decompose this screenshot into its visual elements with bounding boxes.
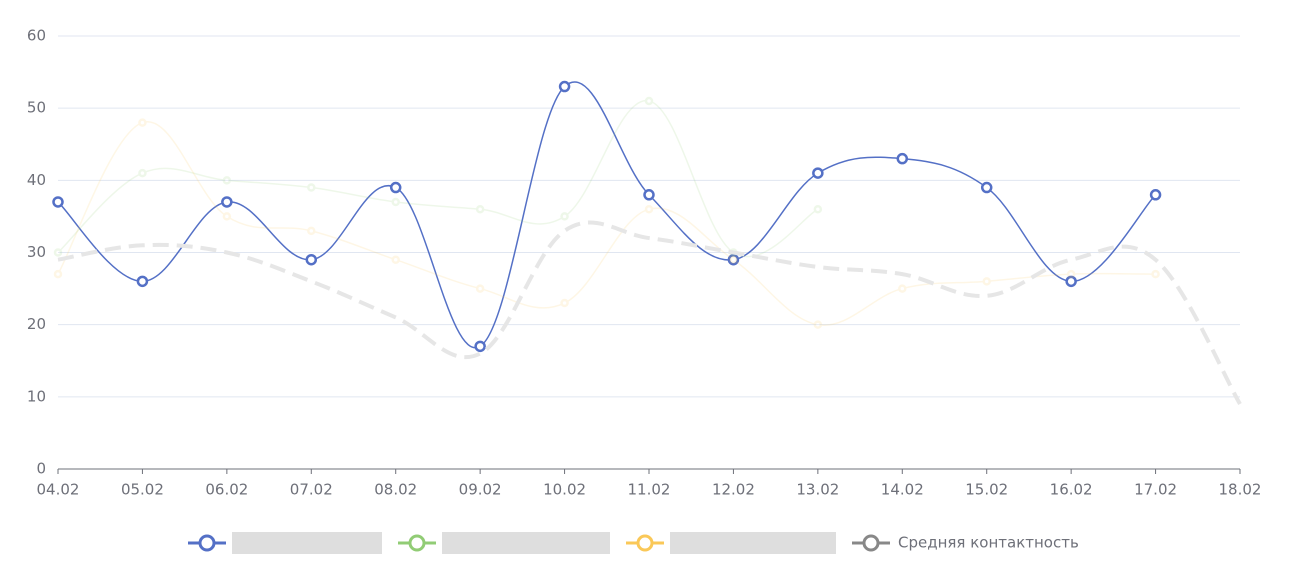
point bbox=[560, 212, 569, 221]
point bbox=[560, 298, 569, 308]
legend: Средняя контактность bbox=[188, 532, 1079, 554]
point bbox=[558, 80, 571, 93]
x-tick-label: 15.02 bbox=[965, 481, 1008, 499]
series bbox=[57, 220, 1242, 406]
x-tick-label: 10.02 bbox=[543, 481, 586, 499]
point bbox=[53, 248, 63, 257]
x-tick-label: 09.02 bbox=[459, 481, 502, 499]
point bbox=[727, 253, 740, 266]
point bbox=[221, 196, 233, 208]
legend-label-redacted bbox=[232, 532, 382, 554]
series-line bbox=[57, 100, 819, 258]
point bbox=[812, 167, 824, 179]
point bbox=[643, 189, 655, 201]
series bbox=[53, 96, 823, 258]
y-tick-label: 40 bbox=[27, 171, 46, 189]
point bbox=[475, 204, 485, 214]
point bbox=[52, 196, 64, 208]
x-tick-label: 14.02 bbox=[881, 481, 924, 499]
legend-label-redacted bbox=[442, 532, 610, 554]
point bbox=[138, 168, 147, 178]
point bbox=[474, 340, 486, 353]
y-tick-label: 10 bbox=[27, 387, 46, 405]
point bbox=[391, 255, 400, 264]
point bbox=[307, 226, 316, 236]
legend-item[interactable]: Средняя контактность bbox=[852, 534, 1079, 552]
point bbox=[980, 181, 993, 194]
y-tick-label: 60 bbox=[27, 27, 46, 45]
series-line bbox=[57, 81, 1157, 349]
point bbox=[813, 204, 823, 214]
point bbox=[1149, 189, 1162, 201]
point bbox=[222, 212, 232, 221]
legend-icon bbox=[408, 534, 426, 552]
legend-icon bbox=[862, 534, 880, 552]
point bbox=[813, 320, 823, 329]
legend-item[interactable] bbox=[188, 532, 382, 554]
x-tick-label: 07.02 bbox=[290, 481, 333, 499]
legend-icon bbox=[636, 534, 654, 552]
point bbox=[53, 269, 63, 279]
point bbox=[644, 204, 654, 214]
point bbox=[222, 176, 232, 185]
x-tick-label: 08.02 bbox=[374, 481, 417, 499]
point bbox=[1066, 269, 1076, 279]
point bbox=[729, 255, 738, 264]
point bbox=[136, 275, 149, 288]
point bbox=[1065, 275, 1077, 288]
y-tick-label: 30 bbox=[27, 243, 46, 261]
point bbox=[982, 277, 991, 286]
x-tick-label: 16.02 bbox=[1050, 481, 1093, 499]
point bbox=[896, 152, 909, 165]
point bbox=[389, 181, 402, 194]
legend-label-redacted bbox=[670, 532, 836, 554]
x-tick-label: 04.02 bbox=[37, 481, 80, 499]
y-tick-label: 0 bbox=[36, 460, 46, 478]
legend-item[interactable] bbox=[626, 532, 836, 554]
x-tick-label: 17.02 bbox=[1134, 481, 1177, 499]
point bbox=[475, 284, 485, 293]
series-line bbox=[57, 220, 1242, 406]
legend-icon bbox=[198, 534, 216, 552]
point bbox=[307, 183, 316, 192]
point bbox=[1151, 269, 1160, 279]
x-tick-label: 18.02 bbox=[1219, 481, 1262, 499]
legend-item[interactable] bbox=[398, 532, 610, 554]
y-tick-label: 20 bbox=[27, 315, 46, 333]
point bbox=[391, 197, 400, 207]
x-tick-label: 05.02 bbox=[121, 481, 164, 499]
point bbox=[305, 253, 318, 266]
y-tick-label: 50 bbox=[27, 99, 46, 117]
x-tick-label: 11.02 bbox=[628, 481, 671, 499]
point bbox=[644, 96, 654, 106]
point bbox=[138, 118, 147, 127]
x-tick-label: 12.02 bbox=[712, 481, 755, 499]
series-line bbox=[57, 121, 1156, 326]
legend-label: Средняя контактность bbox=[898, 534, 1079, 552]
series bbox=[52, 80, 1162, 353]
point bbox=[898, 284, 907, 293]
x-tick-label: 06.02 bbox=[205, 481, 248, 499]
series bbox=[53, 118, 1160, 329]
x-tick-label: 13.02 bbox=[796, 481, 839, 499]
